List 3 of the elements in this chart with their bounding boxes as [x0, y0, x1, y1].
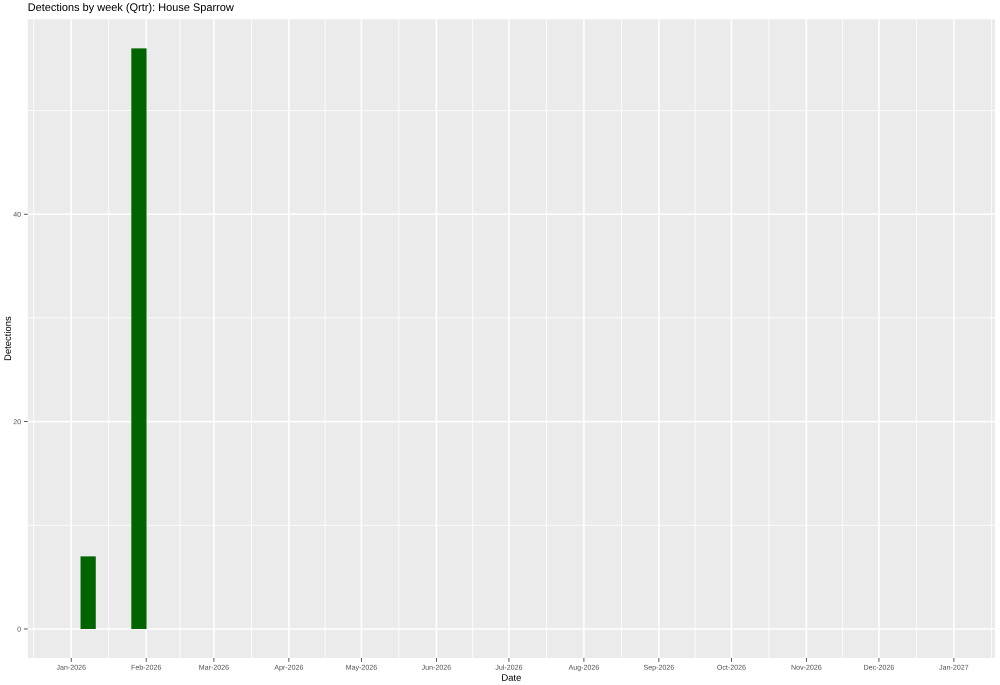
x-axis-title: Date — [502, 674, 521, 681]
chart-title: Detections by week (Qrtr): House Sparrow — [28, 3, 234, 14]
y-axis-title: Detections — [4, 316, 12, 360]
